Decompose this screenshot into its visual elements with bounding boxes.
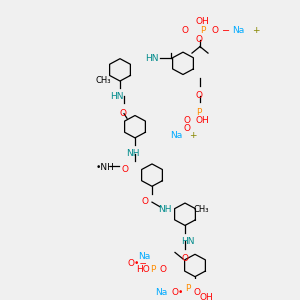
Text: CH₃: CH₃ (194, 205, 209, 214)
Text: P: P (200, 26, 206, 35)
Text: O: O (121, 165, 128, 174)
Text: Na: Na (155, 288, 167, 297)
Text: HN: HN (145, 54, 158, 63)
Text: P: P (185, 284, 190, 293)
Text: O: O (183, 116, 190, 124)
Text: O: O (212, 26, 219, 35)
Text: O: O (196, 35, 203, 44)
Text: O: O (120, 109, 127, 118)
Text: P: P (196, 108, 201, 117)
Text: NH: NH (158, 205, 172, 214)
Text: CH₃: CH₃ (95, 76, 110, 85)
Text: O: O (181, 254, 188, 263)
Text: O: O (159, 266, 166, 274)
Text: Na: Na (232, 26, 244, 35)
Text: O•: O• (172, 288, 184, 297)
Text: OH: OH (200, 293, 214, 300)
Text: •NH: •NH (96, 163, 115, 172)
Text: O: O (196, 91, 203, 100)
Text: HO: HO (136, 266, 150, 274)
Text: O: O (194, 288, 201, 297)
Text: O: O (142, 197, 149, 206)
Text: P: P (150, 266, 155, 274)
Text: Na: Na (138, 252, 150, 261)
Text: O: O (181, 26, 188, 35)
Text: OH: OH (196, 116, 210, 124)
Text: Na: Na (170, 131, 182, 140)
Text: HN: HN (181, 237, 194, 246)
Text: +: + (189, 131, 196, 140)
Text: O•−: O•− (128, 259, 148, 268)
Text: NH: NH (126, 149, 140, 158)
Text: −: − (222, 26, 230, 36)
Text: +: + (252, 26, 260, 35)
Text: HN: HN (110, 92, 124, 101)
Text: O: O (183, 124, 190, 133)
Text: OH: OH (195, 17, 209, 26)
